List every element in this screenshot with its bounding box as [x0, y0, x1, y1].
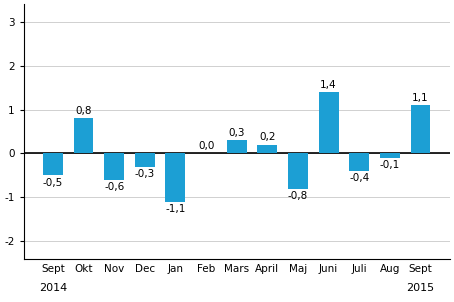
Text: -1,1: -1,1	[165, 204, 186, 214]
Bar	[319, 92, 339, 153]
Text: 2014: 2014	[39, 283, 67, 293]
Bar	[288, 153, 308, 188]
Text: -0,6: -0,6	[104, 182, 124, 192]
Text: 1,4: 1,4	[320, 80, 337, 90]
Text: -0,5: -0,5	[43, 178, 63, 188]
Text: -0,3: -0,3	[135, 169, 155, 179]
Bar	[104, 153, 124, 180]
Text: 0,8: 0,8	[75, 106, 92, 116]
Text: -0,1: -0,1	[380, 160, 400, 170]
Bar	[227, 140, 247, 153]
Bar	[410, 105, 430, 153]
Bar	[257, 145, 277, 153]
Text: 2015: 2015	[406, 283, 434, 293]
Bar	[43, 153, 63, 175]
Bar	[74, 118, 94, 153]
Bar	[135, 153, 155, 167]
Text: -0,8: -0,8	[288, 191, 308, 201]
Bar	[349, 153, 369, 171]
Text: 0,0: 0,0	[198, 141, 214, 151]
Bar	[380, 153, 400, 158]
Text: 1,1: 1,1	[412, 93, 429, 103]
Bar	[165, 153, 185, 202]
Text: -0,4: -0,4	[349, 173, 370, 183]
Text: 0,3: 0,3	[228, 128, 245, 138]
Text: 0,2: 0,2	[259, 133, 276, 143]
